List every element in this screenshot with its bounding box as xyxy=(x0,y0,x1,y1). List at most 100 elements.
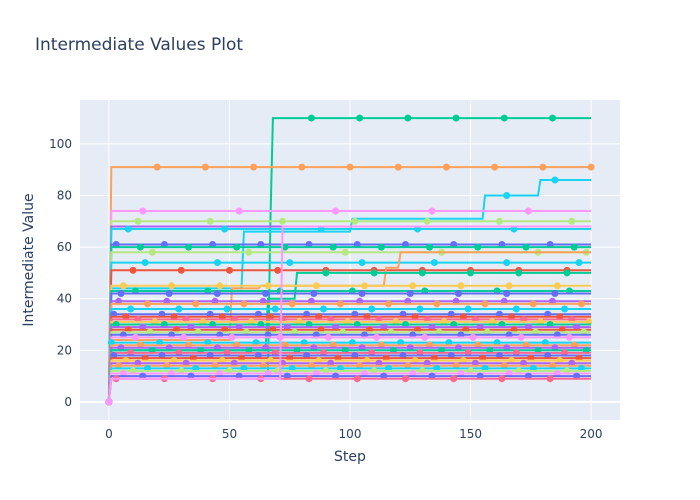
data-point xyxy=(322,269,330,277)
data-point xyxy=(495,217,503,225)
data-point xyxy=(426,243,434,251)
data-point xyxy=(286,259,294,267)
data-point xyxy=(213,259,221,267)
data-point xyxy=(192,300,200,308)
data-point xyxy=(423,217,431,225)
data-point xyxy=(351,217,359,225)
data-point xyxy=(288,300,296,308)
data-point xyxy=(225,266,233,274)
x-tick-label: 200 xyxy=(580,427,603,441)
data-point xyxy=(394,163,402,171)
data-point xyxy=(368,305,376,313)
data-point xyxy=(310,290,318,298)
data-point xyxy=(373,333,381,341)
data-point xyxy=(119,282,127,290)
data-point xyxy=(500,114,508,122)
data-point xyxy=(469,333,477,341)
data-point xyxy=(568,217,576,225)
data-point xyxy=(298,163,306,171)
data-point xyxy=(575,259,583,267)
data-point xyxy=(539,163,547,171)
data-point xyxy=(370,269,378,277)
data-point xyxy=(129,266,137,274)
data-point xyxy=(551,176,559,184)
x-tick-label: 50 xyxy=(222,427,237,441)
data-point xyxy=(428,207,436,215)
data-point xyxy=(385,300,393,308)
data-point xyxy=(184,243,192,251)
data-point xyxy=(512,305,520,313)
data-point xyxy=(262,290,270,298)
data-point xyxy=(271,305,279,313)
data-point xyxy=(401,375,409,383)
data-point xyxy=(416,305,424,313)
chart-title: Intermediate Values Plot xyxy=(35,35,243,55)
series-layer xyxy=(105,114,595,406)
y-axis-label: Intermediate Value xyxy=(21,193,37,326)
data-point xyxy=(529,300,537,308)
data-point xyxy=(139,207,147,215)
series-line xyxy=(107,179,592,402)
data-point xyxy=(274,266,282,274)
data-point xyxy=(127,305,135,313)
data-point xyxy=(517,333,525,341)
data-point xyxy=(180,333,188,341)
x-tick-label: 150 xyxy=(459,427,482,441)
data-point xyxy=(341,248,349,256)
data-point xyxy=(553,282,561,290)
y-tick-label: 80 xyxy=(57,188,72,202)
data-point xyxy=(358,259,366,267)
data-point xyxy=(332,207,340,215)
data-point xyxy=(336,300,344,308)
data-point xyxy=(474,243,482,251)
data-point xyxy=(481,300,489,308)
data-point xyxy=(561,305,569,313)
data-point xyxy=(404,114,412,122)
data-point xyxy=(452,114,460,122)
data-point xyxy=(134,217,142,225)
data-point xyxy=(505,282,513,290)
data-point xyxy=(577,300,585,308)
data-point xyxy=(587,163,595,171)
data-point xyxy=(141,259,149,267)
data-point xyxy=(168,282,176,290)
data-point xyxy=(503,259,511,267)
data-point xyxy=(307,114,315,122)
data-point xyxy=(409,282,417,290)
y-tick-label: 60 xyxy=(57,240,72,254)
data-point xyxy=(228,333,236,341)
data-point xyxy=(563,269,571,277)
data-point xyxy=(491,163,499,171)
data-point xyxy=(136,243,144,251)
data-point xyxy=(522,243,530,251)
x-tick-label: 0 xyxy=(105,427,113,441)
data-point xyxy=(464,305,472,313)
data-point xyxy=(279,217,286,225)
data-point xyxy=(221,225,229,233)
data-point xyxy=(546,375,554,383)
x-tick-label: 100 xyxy=(339,427,362,441)
data-point xyxy=(421,333,429,341)
data-point xyxy=(201,163,209,171)
data-point xyxy=(551,290,559,298)
data-point xyxy=(515,269,523,277)
data-point xyxy=(233,243,241,251)
data-point xyxy=(153,163,161,171)
data-point xyxy=(353,375,361,383)
data-point xyxy=(549,114,556,122)
data-point xyxy=(144,300,151,308)
data-point xyxy=(177,266,185,274)
data-point xyxy=(148,248,156,256)
data-point xyxy=(503,191,511,199)
data-point xyxy=(433,300,441,308)
data-point xyxy=(250,163,258,171)
x-axis-label: Step xyxy=(334,449,366,465)
data-point xyxy=(165,290,173,298)
data-point xyxy=(570,243,578,251)
data-point xyxy=(131,333,139,341)
y-tick-label: 40 xyxy=(57,292,72,306)
data-point xyxy=(175,305,183,313)
data-point xyxy=(565,333,573,341)
data-point xyxy=(454,290,462,298)
